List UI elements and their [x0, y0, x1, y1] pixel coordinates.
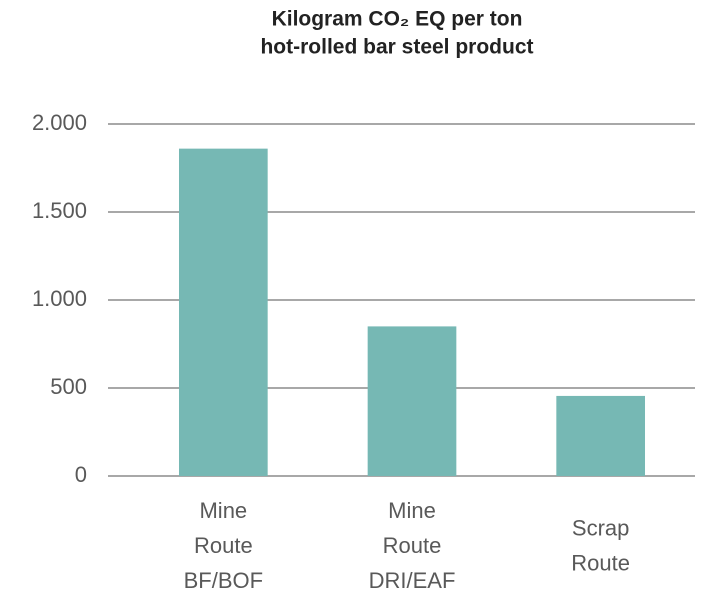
chart-title: hot-rolled bar steel product [260, 36, 533, 59]
y-tick-label: 500 [50, 374, 87, 399]
y-tick-label: 0 [75, 462, 87, 487]
bar [556, 395, 646, 476]
x-tick-label: BF/BOF [184, 568, 263, 593]
x-tick-label: Route [571, 550, 630, 575]
y-tick-label: 1.000 [32, 286, 87, 311]
y-tick-label: 2.000 [32, 110, 87, 135]
chart-title: Kilogram CO₂ EQ per ton [272, 8, 523, 31]
x-tick-label: Mine [199, 498, 247, 523]
x-tick-label: Mine [388, 498, 436, 523]
x-tick-label: Route [194, 533, 253, 558]
x-tick-label: Route [383, 533, 442, 558]
x-tick-label: Scrap [572, 515, 629, 540]
bar [178, 148, 268, 476]
y-tick-label: 1.500 [32, 198, 87, 223]
x-tick-label: DRI/EAF [369, 568, 456, 593]
bar [367, 326, 457, 476]
